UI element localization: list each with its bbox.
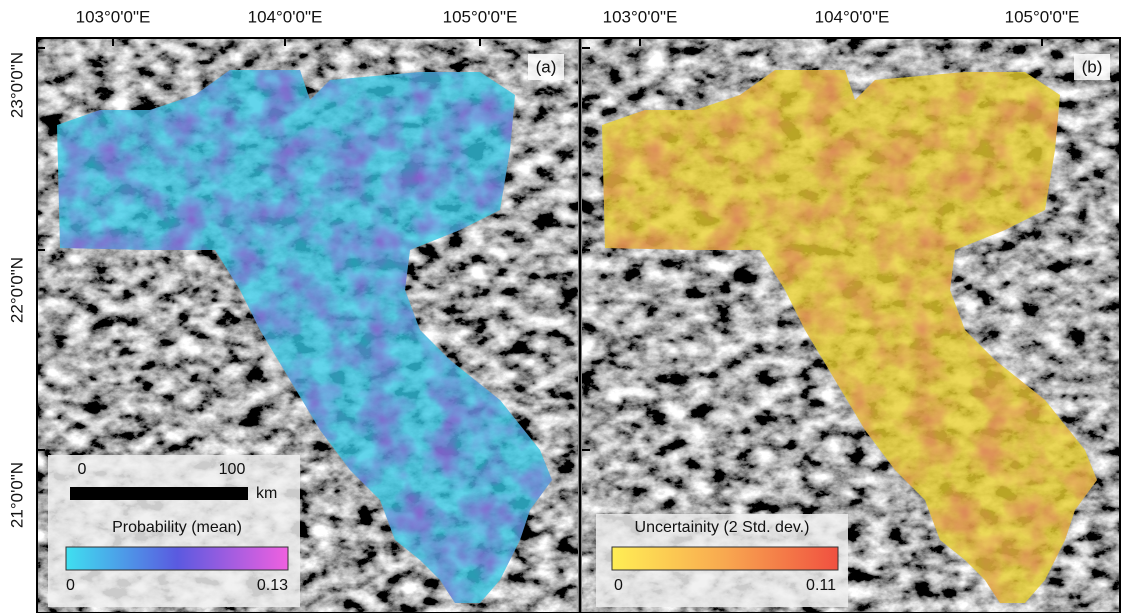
- longitude-label: 105°0'0"E: [443, 7, 518, 26]
- scale-bar-start: 0: [78, 461, 87, 478]
- scale-bar-unit: km: [256, 485, 277, 502]
- latitude-label: 21°0'0"N: [7, 462, 26, 528]
- latitude-label: 23°0'0"N: [7, 52, 26, 118]
- latitude-label: 22°0'0"N: [7, 257, 26, 323]
- legend-max: 0.11: [806, 577, 836, 594]
- longitude-label: 104°0'0"E: [815, 7, 890, 26]
- longitude-label: 104°0'0"E: [248, 7, 323, 26]
- graticule-ticks: [37, 38, 1043, 451]
- panel-label: (b): [1082, 57, 1103, 76]
- scale-bar: [70, 487, 248, 500]
- legend-min: 0: [614, 577, 623, 594]
- longitude-label: 103°0'0"E: [603, 7, 678, 26]
- legend-min: 0: [66, 577, 75, 594]
- longitude-label: 103°0'0"E: [76, 7, 151, 26]
- panel-label: (a): [536, 57, 557, 76]
- color-ramp: [65, 546, 289, 571]
- color-ramp: [611, 546, 839, 571]
- legend-title: Probability (mean): [112, 519, 242, 536]
- legend-title: Uncertainity (2 Std. dev.): [635, 519, 810, 536]
- longitude-label: 105°0'0"E: [1005, 7, 1080, 26]
- legend-a: 0 100 km Probability (mean) 0 0.13: [48, 455, 300, 607]
- legend-b: Uncertainity (2 Std. dev.) 0 0.11: [596, 514, 848, 607]
- scale-bar-end: 100: [219, 461, 246, 478]
- legend-max: 0.13: [257, 577, 288, 594]
